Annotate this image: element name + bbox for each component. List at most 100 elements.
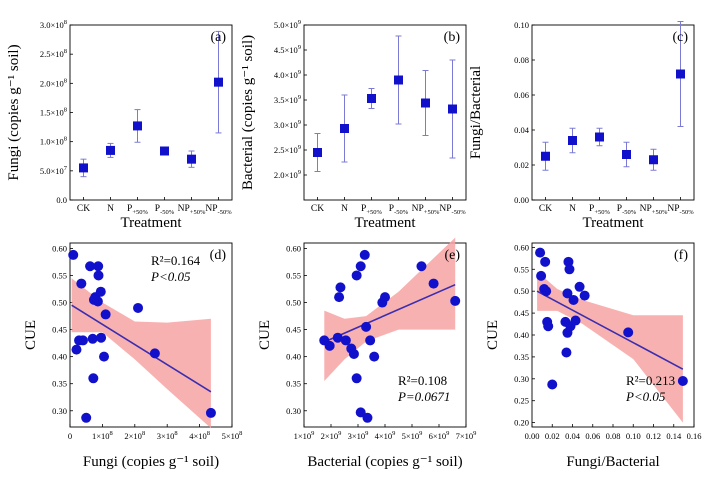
mean-marker <box>568 136 577 145</box>
data-point <box>96 332 107 343</box>
x-tick-label: 0.12 <box>646 431 661 441</box>
y-tick-text: 0.40 <box>514 330 529 340</box>
y-tick-label: 0.60 <box>286 243 301 253</box>
mean-marker <box>106 145 115 155</box>
y-tick-label: 0.40 <box>514 330 529 340</box>
y-tick-exponent: 9 <box>298 144 301 151</box>
y-tick-label: 0.0 <box>56 195 67 205</box>
x-tick-text: 1×10 <box>294 431 312 441</box>
category-label: N <box>107 204 114 214</box>
y-tick-label: 0.60 <box>514 242 529 252</box>
mean-marker <box>214 77 223 87</box>
mean-marker <box>622 150 631 159</box>
y-tick-label: 1.5×108 <box>40 107 67 118</box>
data-point <box>562 288 573 299</box>
y-tick-label: 0.45 <box>286 325 301 335</box>
data-point <box>332 332 343 343</box>
y-tick-label: 0.25 <box>514 396 529 406</box>
y-tick-text: 0.0 <box>56 195 67 205</box>
y-tick-exponent: 7 <box>64 165 68 172</box>
x-axis-label: Fungi (copies g⁻¹ soil) <box>83 454 219 470</box>
plot-frame <box>69 24 233 201</box>
plot-frame <box>69 242 233 428</box>
y-tick-text: 0.20 <box>514 418 529 428</box>
y-tick-text: 0.45 <box>52 325 67 335</box>
y-tick-label: 0.45 <box>514 308 529 318</box>
y-axis-label: Fungi (copies g⁻¹ soil) <box>6 44 22 180</box>
data-point <box>355 261 366 272</box>
y-tick-text: 4.0×10 <box>274 70 298 80</box>
plot-frame <box>531 24 695 201</box>
x-tick-label: 0.14 <box>666 431 682 441</box>
y-tick-text: 0.60 <box>52 243 67 253</box>
data-point <box>77 335 88 346</box>
y-tick-label: 0.10 <box>514 20 529 30</box>
mean-marker <box>340 124 349 133</box>
data-point <box>335 282 346 293</box>
x-tick-text: 0.04 <box>565 431 581 441</box>
x-tick-label: 2×108 <box>124 430 145 441</box>
data-point <box>88 294 99 305</box>
y-tick-text: 0.55 <box>286 270 301 280</box>
plot-frame <box>303 24 467 201</box>
category-subscript: +50% <box>190 209 206 216</box>
data-point <box>76 278 87 289</box>
y-tick-label: 0.55 <box>514 264 529 274</box>
y-tick-label: 1.0×108 <box>40 136 67 147</box>
x-axis-label: Treatment <box>120 215 182 231</box>
data-point <box>93 261 104 272</box>
x-tick-label: 3×108 <box>157 430 178 441</box>
data-point <box>547 379 558 390</box>
x-tick-text: 0.08 <box>606 431 621 441</box>
x-tick-label: 3×109 <box>348 430 369 441</box>
mean-marker <box>649 155 658 165</box>
y-tick-label: 0.50 <box>286 298 301 308</box>
y-tick-label: 2.5×108 <box>40 48 67 59</box>
panel-label: (b) <box>444 30 461 45</box>
y-tick-label: 0.00 <box>514 195 529 205</box>
x-tick-text: 3×10 <box>348 431 366 441</box>
data-point <box>87 333 98 344</box>
x-tick-label: 7×109 <box>456 430 477 441</box>
category-label: N <box>341 204 348 214</box>
y-tick-exponent: 8 <box>64 107 67 114</box>
x-tick-text: 0.06 <box>585 431 600 441</box>
y-tick-text: 1.5×10 <box>40 108 64 118</box>
y-tick-label: 3.5×109 <box>274 94 301 105</box>
regression-line <box>71 304 212 393</box>
x-tick-label: 5×109 <box>402 430 423 441</box>
category-label: NP-50% <box>205 204 232 216</box>
category-label: P-50% <box>389 204 409 216</box>
y-tick-label: 0.08 <box>514 55 529 65</box>
x-tick-text: 1×10 <box>92 431 110 441</box>
category-label: P+50% <box>589 204 610 216</box>
y-axis-label: CUE <box>23 320 39 350</box>
y-tick-label: 0.30 <box>286 406 301 416</box>
y-tick-label: 0.55 <box>52 270 67 280</box>
data-point <box>334 292 345 303</box>
x-tick-label: 6×109 <box>429 430 450 441</box>
x-tick-text: 3×10 <box>157 431 175 441</box>
category-label: N <box>569 204 576 214</box>
x-tick-exponent: 9 <box>392 430 395 437</box>
y-tick-text: 0.30 <box>514 374 529 384</box>
data-point <box>540 256 551 267</box>
x-tick-text: 0.10 <box>626 431 641 441</box>
y-tick-label: 3.0×109 <box>274 119 301 130</box>
mean-marker <box>421 98 430 108</box>
regression-line <box>323 283 456 343</box>
x-axis-label: Bacterial (copies g⁻¹ soil) <box>307 454 462 470</box>
data-point <box>359 249 370 260</box>
category-label: NP+50% <box>412 204 440 216</box>
data-point <box>369 351 380 362</box>
data-point <box>380 292 390 303</box>
x-tick-label: 0.10 <box>626 431 641 441</box>
mean-marker <box>313 148 322 157</box>
data-point <box>623 327 634 338</box>
category-text: N <box>569 204 576 214</box>
x-tick-exponent: 8 <box>174 430 177 437</box>
category-text: P <box>389 204 394 214</box>
data-point <box>71 344 82 355</box>
y-tick-text: 4.5×10 <box>274 45 298 55</box>
x-tick-label: 5×108 <box>222 430 243 441</box>
